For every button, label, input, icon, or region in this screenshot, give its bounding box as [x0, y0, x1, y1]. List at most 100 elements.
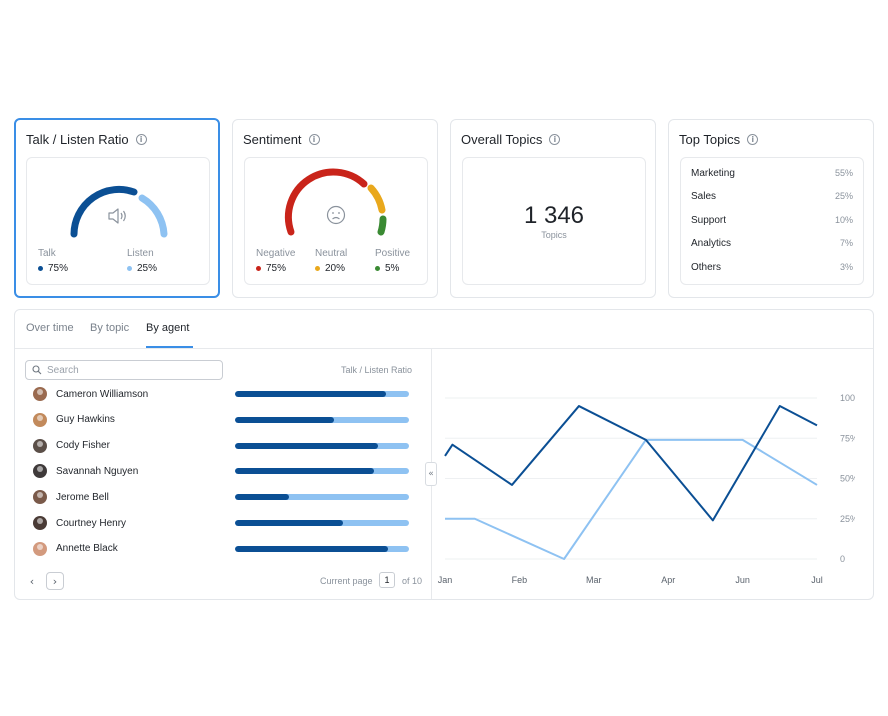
avatar: [33, 490, 47, 505]
sentiment-title-wrap: Sentiment i: [243, 132, 320, 147]
topics-caption: Topics: [541, 230, 567, 240]
table-row[interactable]: Cameron Williamson: [33, 385, 413, 403]
sad-face-icon: [326, 205, 346, 225]
avatar: [33, 464, 47, 479]
sentiment-gauge: [284, 168, 387, 236]
current-page-label: Current page: [320, 576, 373, 586]
collapse-panel-button[interactable]: «: [425, 462, 437, 486]
overall-topics-title-wrap: Overall Topics i: [461, 132, 561, 147]
top-topics-title-wrap: Top Topics i: [679, 132, 759, 147]
talk-bar-fill: [235, 545, 389, 552]
active-tab-indicator: [146, 346, 193, 348]
avatar: [33, 387, 47, 401]
series-line-1: [444, 405, 818, 522]
table-row[interactable]: Courtney Henry: [33, 514, 413, 532]
talk-listen-title: Talk / Listen Ratio: [26, 132, 129, 147]
talk-arc: [70, 185, 138, 238]
search-placeholder: Search: [47, 364, 79, 376]
neutral-label: Neutral: [315, 248, 348, 259]
talk-bar-fill: [235, 442, 378, 449]
total-pages-label: of 10: [402, 576, 423, 586]
ratio-column-header: Talk / Listen Ratio: [341, 365, 413, 375]
talk-bar-fill: [235, 468, 375, 475]
tab-over-time[interactable]: Over time: [26, 322, 74, 334]
tab-by-agent[interactable]: By agent: [146, 322, 190, 334]
overall-topics-card[interactable]: Overall Topics i 1 346 Topics: [450, 119, 656, 298]
talk-listen-bar: [235, 442, 409, 449]
talk-listen-bar: [235, 520, 409, 526]
list-item: Marketing 55%: [691, 168, 853, 179]
positive-value: 5%: [375, 263, 399, 274]
x-tick-label: Mar: [586, 575, 602, 585]
avatar: [33, 516, 47, 530]
talk-listen-bar: [235, 416, 409, 423]
list-item: Others 3%: [691, 262, 853, 273]
table-row[interactable]: Guy Hawkins: [33, 411, 413, 429]
list-item: Sales 25%: [691, 191, 853, 202]
talk-listen-bar: [235, 391, 409, 397]
y-tick-label: 75%: [840, 433, 855, 443]
agent-name: Cody Fisher: [56, 440, 110, 452]
top-topics-title: Top Topics: [679, 132, 741, 147]
table-row[interactable]: Jerome Bell: [33, 488, 413, 506]
agent-name: Savannah Nguyen: [56, 465, 139, 477]
x-tick-label: Feb: [512, 575, 528, 585]
talk-bar-fill: [235, 494, 289, 501]
prev-page-button[interactable]: ‹: [29, 574, 35, 588]
top-topics-card[interactable]: Top Topics i Marketing 55% Sales 25% Suppo…: [668, 119, 874, 298]
tabs-divider: [15, 348, 873, 349]
positive-label: Positive: [375, 248, 411, 259]
sentiment-inner: Negative Neutral Positive 75% 20% 5%: [244, 157, 428, 285]
talk-listen-gauge: [70, 185, 168, 238]
y-tick-label: 50%: [840, 474, 855, 484]
y-tick-label: 0: [840, 554, 845, 564]
table-row[interactable]: Cody Fisher: [33, 437, 413, 455]
search-input[interactable]: Search: [25, 360, 223, 380]
talk-listen-card[interactable]: Talk / Listen Ratio i Talk Listen 75% 25…: [14, 118, 220, 298]
negative-value: 75%: [256, 263, 286, 274]
agent-name: Jerome Bell: [56, 491, 109, 503]
talk-listen-bar: [235, 494, 409, 501]
sentiment-card[interactable]: Sentiment i Negative Neutral Positive 75…: [232, 119, 438, 298]
agent-name: Cameron Williamson: [56, 388, 149, 400]
agent-name: Guy Hawkins: [56, 414, 115, 426]
avatar: [33, 438, 47, 453]
info-icon[interactable]: i: [549, 134, 561, 145]
talk-listen-title-wrap: Talk / Listen Ratio i: [26, 132, 147, 147]
x-tick-label: Jul: [811, 575, 823, 585]
agent-analytics-panel: Over time By topic By agent Search Talk …: [14, 309, 874, 600]
topics-count: 1 346: [523, 202, 585, 229]
talk-listen-bar: [235, 468, 409, 475]
list-item: Analytics 7%: [691, 238, 853, 249]
negative-arc: [284, 168, 368, 236]
talk-bar-fill: [235, 416, 335, 423]
negative-label: Negative: [256, 248, 296, 259]
info-icon[interactable]: i: [308, 134, 320, 145]
info-icon[interactable]: i: [135, 134, 147, 145]
y-tick-label: 100%: [840, 393, 855, 403]
series-line-2: [445, 438, 818, 560]
tab-by-topic[interactable]: By topic: [90, 322, 130, 334]
talk-bar-fill: [235, 520, 343, 526]
current-page-input[interactable]: 1: [379, 572, 395, 588]
next-page-button[interactable]: ›: [46, 572, 64, 590]
y-tick-label: 25%: [840, 514, 855, 524]
talk-listen-bar: [235, 545, 409, 552]
info-icon[interactable]: i: [747, 134, 759, 145]
table-row[interactable]: Savannah Nguyen: [33, 462, 413, 480]
talk-label: Talk: [38, 248, 56, 259]
table-row[interactable]: Annette Black: [33, 540, 413, 558]
listen-arc: [138, 194, 168, 238]
x-tick-label: Apr: [661, 575, 675, 585]
avatar: [33, 412, 47, 427]
list-item: Support 10%: [691, 215, 853, 226]
x-tick-label: Jun: [735, 575, 750, 585]
overall-topics-title: Overall Topics: [461, 132, 543, 147]
sentiment-title: Sentiment: [243, 132, 302, 147]
neutral-value: 20%: [315, 263, 345, 274]
search-icon: [32, 365, 42, 375]
agent-name: Courtney Henry: [56, 517, 127, 529]
x-tick-label: Jan: [438, 575, 453, 585]
listen-value: 25%: [127, 263, 157, 274]
positive-arc: [377, 215, 387, 236]
